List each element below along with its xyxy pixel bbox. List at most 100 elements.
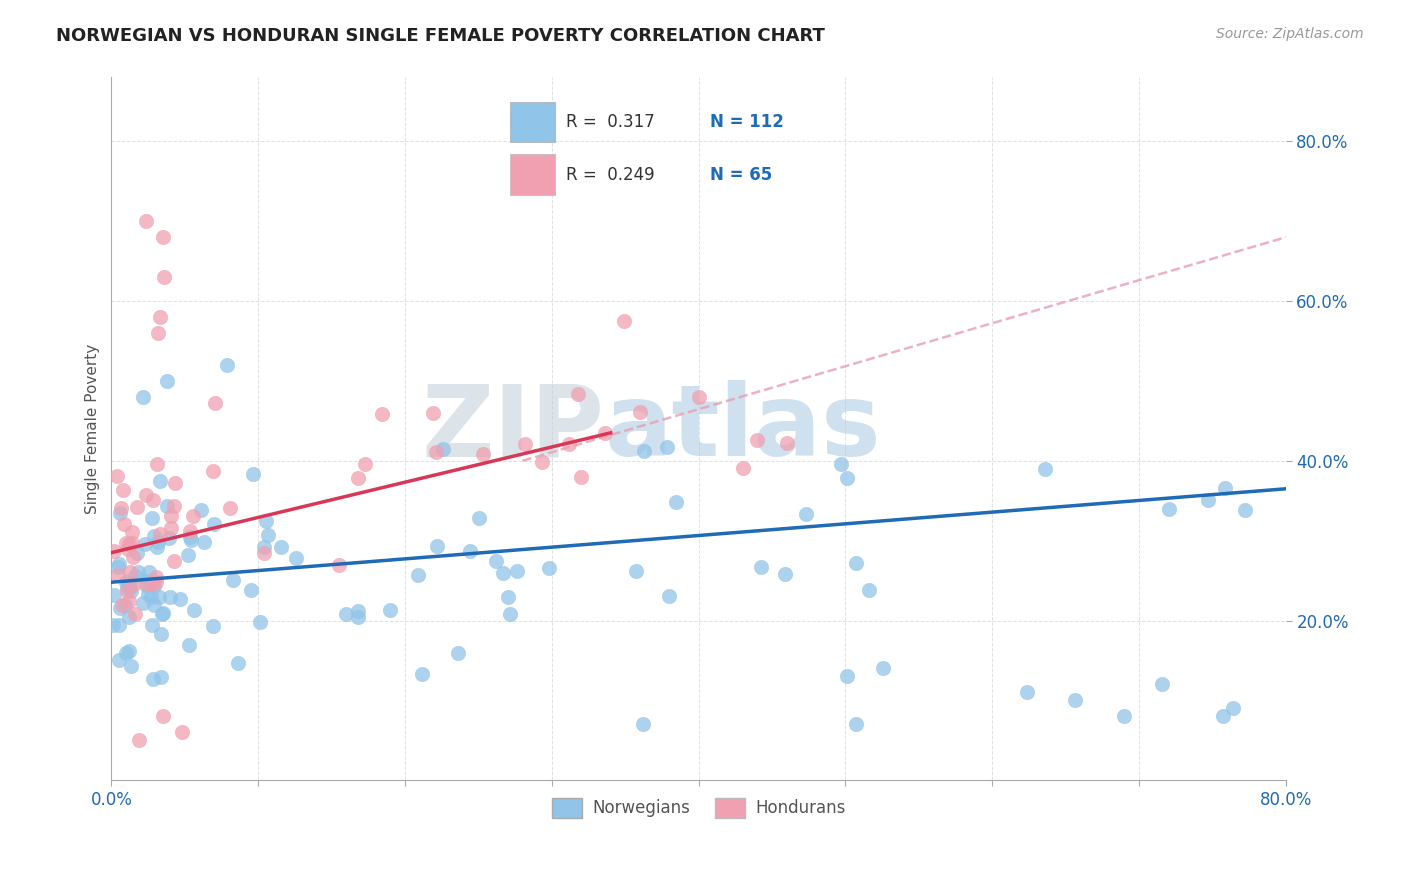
Point <box>117 541 139 556</box>
Point <box>1233 503 1256 517</box>
Point <box>108 653 131 667</box>
Point <box>136 574 159 588</box>
Point <box>135 488 157 502</box>
Point <box>115 536 138 550</box>
Point <box>150 607 173 621</box>
Point <box>202 517 225 532</box>
Point <box>1197 493 1219 508</box>
Point <box>118 610 141 624</box>
Point <box>152 606 174 620</box>
Point <box>111 483 134 497</box>
Point <box>105 469 128 483</box>
Point <box>751 559 773 574</box>
Point <box>467 511 489 525</box>
Point <box>371 407 394 421</box>
Point <box>655 441 678 455</box>
Point <box>837 470 859 484</box>
Point <box>1157 502 1180 516</box>
Point <box>485 554 508 568</box>
Point <box>845 556 868 570</box>
Point <box>253 546 276 560</box>
Point <box>170 725 193 739</box>
Point <box>160 508 183 523</box>
Point <box>538 561 561 575</box>
Point <box>149 310 172 324</box>
Point <box>665 495 688 509</box>
Point <box>257 528 280 542</box>
Point <box>688 390 710 404</box>
Point <box>107 568 129 582</box>
Point <box>118 643 141 657</box>
Point <box>152 230 174 244</box>
Point <box>136 587 159 601</box>
Point <box>138 565 160 579</box>
Point <box>794 507 817 521</box>
Point <box>193 534 215 549</box>
Point <box>103 588 125 602</box>
Point <box>132 390 155 404</box>
Point <box>108 617 131 632</box>
Point <box>160 520 183 534</box>
Point <box>471 447 494 461</box>
Point <box>142 579 165 593</box>
Point <box>1033 462 1056 476</box>
Point <box>569 470 592 484</box>
Point <box>110 601 132 615</box>
Point <box>747 433 769 447</box>
Point <box>153 270 176 285</box>
Point <box>135 577 157 591</box>
Point <box>121 578 143 592</box>
Point <box>215 358 238 372</box>
Text: NORWEGIAN VS HONDURAN SINGLE FEMALE POVERTY CORRELATION CHART: NORWEGIAN VS HONDURAN SINGLE FEMALE POVE… <box>56 27 825 45</box>
Point <box>270 540 292 554</box>
Point <box>498 591 520 605</box>
Point <box>150 627 173 641</box>
Point <box>169 591 191 606</box>
Point <box>181 509 204 524</box>
Point <box>146 535 169 549</box>
Point <box>845 717 868 731</box>
Point <box>458 543 481 558</box>
Point <box>328 558 350 572</box>
Point <box>149 475 172 489</box>
Point <box>118 580 141 594</box>
Point <box>183 603 205 617</box>
Point <box>145 570 167 584</box>
Point <box>107 560 129 574</box>
Point <box>127 565 149 579</box>
Point <box>411 667 433 681</box>
Text: Source: ZipAtlas.com: Source: ZipAtlas.com <box>1216 27 1364 41</box>
Point <box>567 386 589 401</box>
Point <box>114 598 136 612</box>
Point <box>731 461 754 475</box>
Point <box>353 457 375 471</box>
Point <box>141 591 163 605</box>
Point <box>408 567 430 582</box>
Point <box>163 554 186 568</box>
Point <box>513 437 536 451</box>
Point <box>118 577 141 591</box>
Point <box>125 546 148 560</box>
Point <box>222 573 245 587</box>
Point <box>122 549 145 564</box>
Text: ZIP: ZIP <box>422 380 605 477</box>
Point <box>346 609 368 624</box>
Legend: Norwegians, Hondurans: Norwegians, Hondurans <box>546 791 852 825</box>
Point <box>141 617 163 632</box>
Point <box>378 603 401 617</box>
Point <box>124 607 146 621</box>
Point <box>179 524 201 539</box>
Point <box>253 540 276 554</box>
Point <box>143 599 166 613</box>
Point <box>120 583 142 598</box>
Point <box>201 619 224 633</box>
Point <box>190 503 212 517</box>
Point <box>115 646 138 660</box>
Point <box>124 569 146 583</box>
Point <box>120 659 142 673</box>
Point <box>426 539 449 553</box>
Point <box>858 582 880 597</box>
Point <box>447 646 470 660</box>
Point <box>432 442 454 456</box>
Point <box>346 604 368 618</box>
